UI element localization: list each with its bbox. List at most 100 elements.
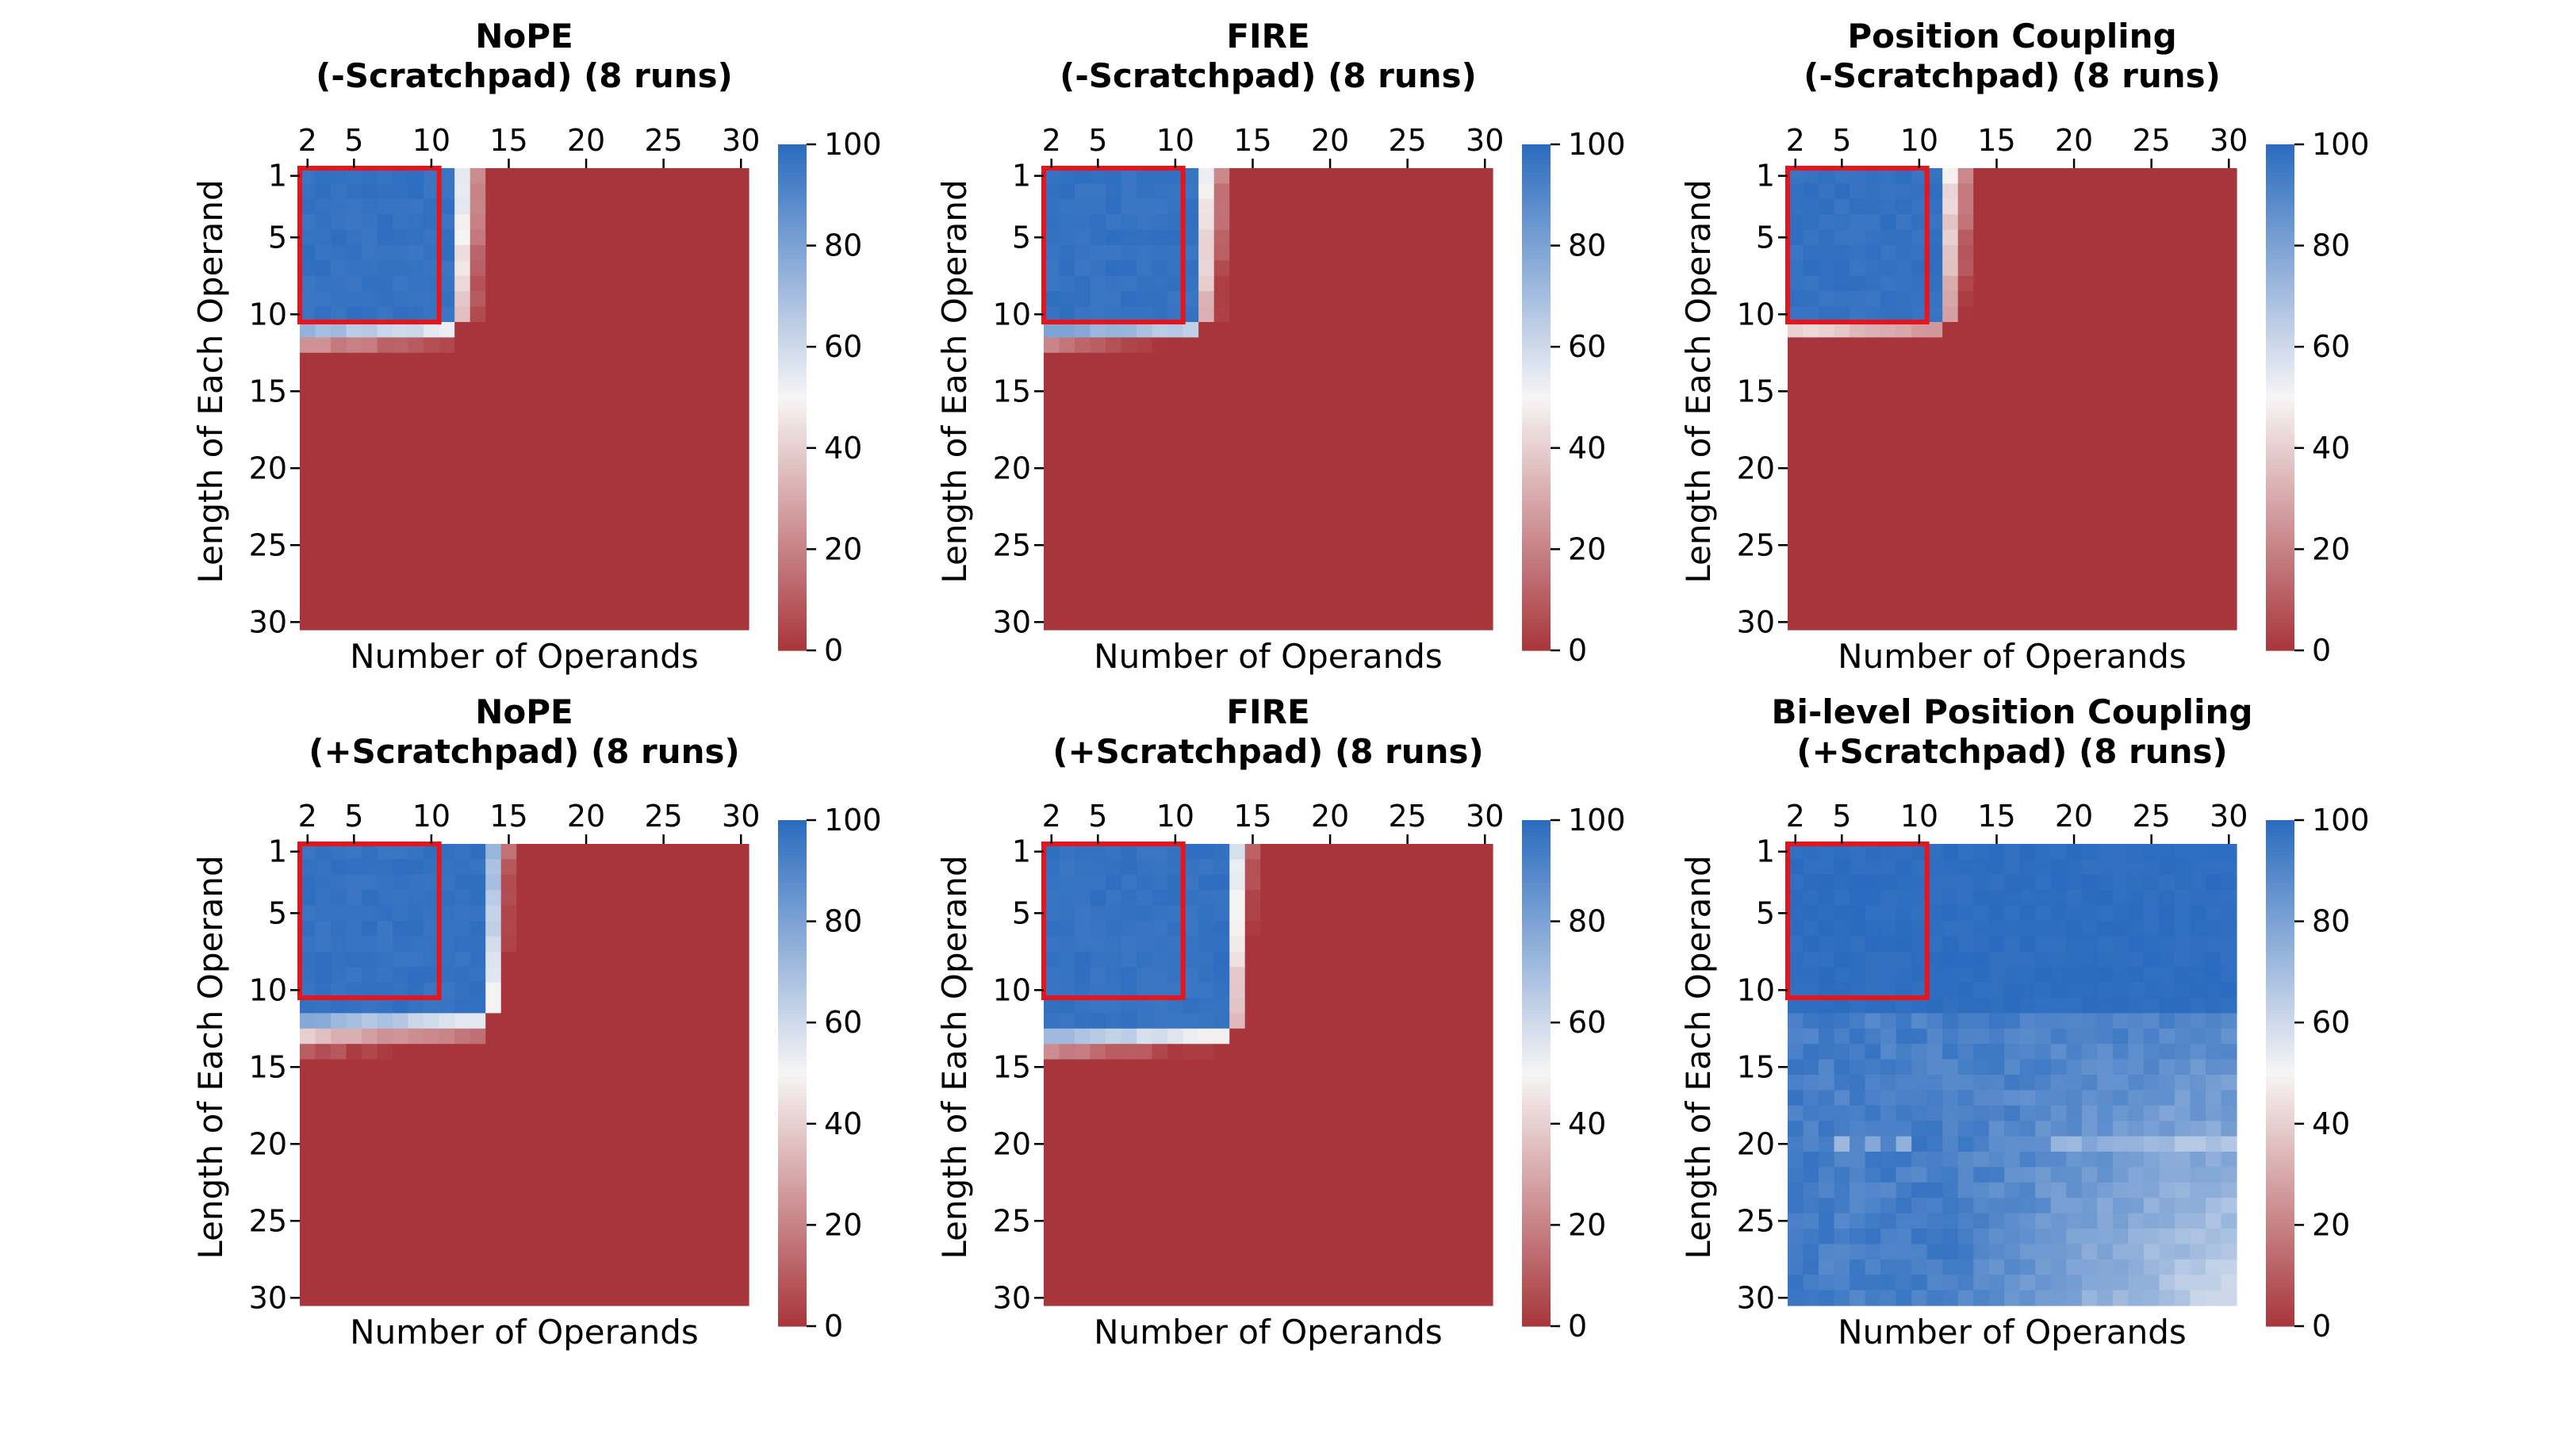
heatmap-cell (346, 414, 362, 431)
heatmap-cell (655, 429, 673, 446)
heatmap-cell (1430, 982, 1447, 999)
colorbar-segment (778, 362, 807, 366)
heatmap-cell (470, 859, 486, 876)
colorbar-segment (1522, 520, 1551, 525)
heatmap-cell (2004, 414, 2021, 431)
colorbar-segment (2266, 310, 2294, 315)
heatmap-cell (1368, 183, 1385, 200)
heatmap-cell (1384, 168, 1401, 184)
heatmap-cell (562, 1013, 579, 1029)
heatmap-cell (315, 399, 332, 415)
heatmap-cell (454, 599, 471, 615)
heatmap-cell (640, 445, 657, 462)
heatmap-cell (362, 1182, 378, 1198)
heatmap-cell (1044, 1244, 1060, 1260)
colorbar-segment (1522, 151, 1551, 157)
heatmap-cell (1880, 183, 1897, 200)
heatmap-cell (1260, 859, 1277, 876)
heatmap-cell (1075, 1059, 1091, 1076)
colorbar-segment (1522, 370, 1551, 374)
heatmap-cell (702, 614, 719, 631)
heatmap-cell (1353, 352, 1370, 369)
heatmap-cell (702, 260, 719, 277)
heatmap-cell (1819, 414, 1835, 431)
heatmap-cell (1788, 168, 1804, 184)
heatmap-cell (1461, 951, 1478, 968)
heatmap-cell (1213, 583, 1230, 600)
heatmap-cell (593, 1229, 610, 1244)
heatmap-cell (1121, 245, 1137, 261)
heatmap-cell (1430, 429, 1447, 446)
heatmap-cell (547, 537, 564, 554)
heatmap-cell (500, 905, 517, 922)
heatmap-cell (640, 859, 657, 876)
heatmap-cell (1275, 306, 1292, 323)
heatmap-cell (1865, 291, 1881, 308)
heatmap-cell (733, 553, 749, 569)
heatmap-cell (1306, 1152, 1323, 1168)
heatmap-cell (1044, 383, 1060, 400)
heatmap-cell (1137, 1075, 1153, 1091)
heatmap-cell (624, 1059, 641, 1076)
heatmap-cell (671, 1290, 688, 1306)
heatmap-cell (393, 599, 409, 615)
heatmap-cell (717, 936, 734, 953)
heatmap-cell (1090, 506, 1106, 523)
heatmap-cell (717, 951, 734, 968)
heatmap-cell (500, 476, 517, 492)
heatmap-cell (624, 245, 641, 261)
colorbar-segment (1522, 231, 1551, 236)
heatmap-cell (1075, 260, 1091, 277)
heatmap-cell (346, 445, 362, 462)
heatmap-cell (346, 476, 362, 492)
heatmap-cell (2128, 445, 2145, 462)
heatmap-cell (485, 1013, 502, 1029)
heatmap-cell (439, 260, 455, 277)
heatmap-cell (593, 506, 610, 523)
heatmap-cell (1788, 522, 1804, 539)
heatmap-cell (439, 599, 455, 615)
heatmap-cell (547, 1136, 564, 1152)
heatmap-cell (671, 460, 688, 477)
heatmap-cell (717, 553, 734, 569)
heatmap-cell (578, 168, 595, 184)
heatmap-cell (1075, 583, 1091, 600)
heatmap-cell (562, 998, 579, 1014)
heatmap-cell (733, 214, 749, 231)
heatmap-cell (1121, 859, 1137, 876)
heatmap-cell (578, 1213, 595, 1229)
heatmap-cell (578, 491, 595, 508)
colorbar-segment (2266, 274, 2294, 280)
heatmap-cell (593, 275, 610, 292)
heatmap-cell (1198, 568, 1215, 585)
heatmap-cell (424, 568, 440, 585)
heatmap-cell (1306, 1213, 1323, 1229)
heatmap-cell (500, 614, 517, 631)
heatmap-cell (2128, 229, 2145, 246)
heatmap-cell (300, 1275, 316, 1291)
colorbar-segment (2266, 148, 2294, 153)
heatmap-cell (1384, 967, 1401, 983)
heatmap-cell (1244, 1028, 1261, 1045)
heatmap-cell (1850, 568, 1866, 585)
heatmap-cell (2221, 229, 2237, 246)
heatmap-cell (1306, 568, 1323, 585)
heatmap-cell (1942, 506, 1959, 523)
heatmap-cell (2035, 506, 2052, 523)
heatmap-cell (300, 967, 316, 983)
colorbar-segment (778, 1302, 807, 1307)
heatmap-cell (300, 1090, 316, 1106)
heatmap-cell (424, 337, 440, 354)
heatmap-cell (500, 368, 517, 385)
heatmap-cell (1942, 537, 1959, 554)
heatmap-cell (1198, 936, 1215, 953)
heatmap-cell (2221, 168, 2237, 184)
colorbar-segment (778, 567, 807, 572)
heatmap-cell (470, 553, 486, 569)
heatmap-cell (2190, 337, 2206, 354)
heatmap-cell (1306, 229, 1323, 246)
heatmap-cell (640, 306, 657, 323)
heatmap-cell (1244, 198, 1261, 215)
heatmap-cell (300, 1105, 316, 1122)
heatmap-cell (1291, 460, 1308, 477)
